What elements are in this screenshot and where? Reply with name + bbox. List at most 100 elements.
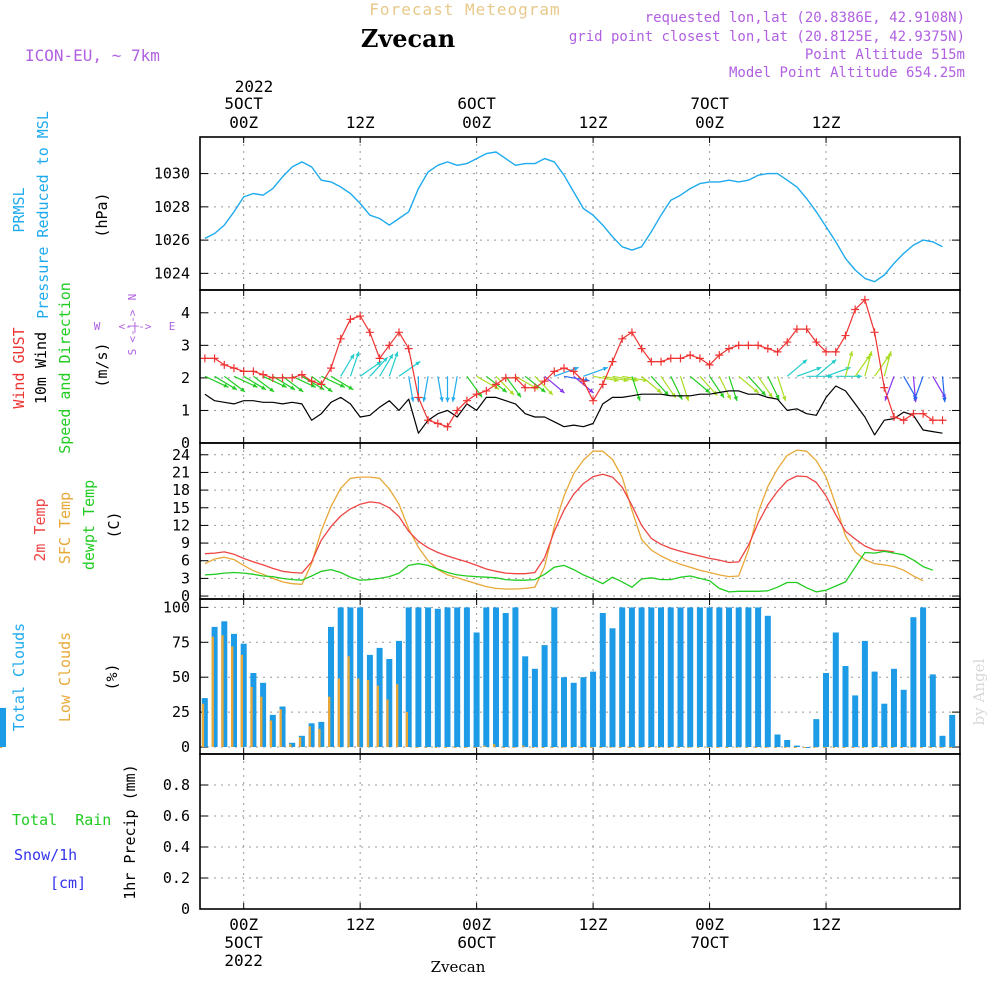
gust-marker — [229, 364, 238, 373]
gust-marker — [404, 344, 413, 353]
low-cloud-bar — [628, 747, 632, 748]
total-cloud-bar — [813, 719, 820, 747]
gust-marker — [792, 325, 801, 334]
low-cloud-bar — [318, 728, 321, 748]
low-cloud-bar — [658, 747, 661, 748]
wind-arrow-head — [445, 397, 450, 403]
temp-dew-label: dewpt Temp — [80, 480, 98, 570]
cloud-total-label: Total Clouds — [10, 623, 28, 731]
wind-arrow-head — [382, 357, 388, 362]
total-cloud-bar — [745, 607, 752, 747]
total-cloud-bar — [0, 707, 6, 747]
bottom-hour-label: 12Z — [346, 915, 375, 934]
low-cloud-bar — [696, 747, 700, 748]
low-cloud-bar — [900, 747, 903, 748]
total-cloud-bar — [881, 703, 888, 747]
gust-marker — [288, 373, 297, 382]
sfc-temp-line — [204, 449, 924, 590]
wind-gust-label: Wind GUST — [10, 327, 28, 408]
low-cloud-bar — [405, 712, 408, 747]
low-cloud-bar — [463, 747, 467, 748]
dewpoint-line — [204, 550, 934, 593]
total-cloud-bar — [337, 607, 344, 747]
total-cloud-bar — [658, 607, 664, 747]
low-cloud-bar — [561, 747, 564, 748]
gust-marker — [783, 338, 792, 347]
location-title: Zvecan — [361, 24, 455, 53]
wind-arrow-head — [726, 394, 731, 400]
low-cloud-bar — [793, 747, 797, 748]
gust-marker — [919, 409, 928, 418]
wind-arrow-head — [913, 395, 918, 401]
total-cloud-bar — [444, 607, 451, 747]
gust-marker — [385, 341, 394, 350]
bottom-hour-label: 00Z — [229, 915, 258, 934]
bottom-hour-label: 00Z — [462, 915, 491, 934]
wind-10m-label: 10m Wind — [32, 332, 50, 404]
precip-axis-label: 1hr Precip (mm) — [121, 764, 139, 899]
wind-arrow-head — [415, 361, 421, 366]
pressure-unit: (hPa) — [93, 192, 111, 237]
wind-arrow-head — [394, 351, 399, 357]
low-cloud-bar — [260, 696, 263, 747]
clouds-panel: 0 25 50 75 100 — [0, 598, 961, 756]
low-cloud-bar — [881, 747, 884, 748]
total-cloud-bar — [211, 626, 218, 747]
low-cloud-bar — [832, 747, 836, 748]
wind-arrow-head — [348, 385, 354, 390]
wind-arrow-head — [290, 385, 296, 390]
cloud-low-label: Low Clouds — [56, 632, 74, 722]
precip-panel: 0 0.2 0.4 0.6 0.8 — [163, 753, 961, 918]
low-cloud-bar — [648, 747, 651, 748]
wind-arrow-head — [802, 359, 808, 365]
low-cloud-bar — [764, 747, 768, 748]
model-altitude: Model Point Altitude 654.25m — [729, 65, 965, 81]
gust-marker — [443, 422, 452, 431]
total-cloud-bar — [415, 607, 422, 747]
gust-marker — [559, 364, 568, 373]
total-cloud-bar — [920, 607, 927, 747]
gust-marker — [501, 373, 510, 382]
wind-arrow-head — [868, 351, 873, 357]
low-cloud-bar — [434, 747, 438, 748]
gust-marker — [666, 354, 675, 363]
low-cloud-bar — [735, 747, 738, 748]
gust-marker — [812, 338, 821, 347]
bottom-hour-label: 12Z — [812, 915, 841, 934]
wind-arrow-head — [559, 388, 565, 393]
gust-marker — [346, 315, 355, 324]
low-cloud-bar — [667, 747, 670, 748]
y-tick-label: 3 — [181, 336, 190, 354]
total-cloud-bar — [677, 607, 684, 747]
total-cloud-bar — [939, 735, 946, 747]
total-cloud-bar — [201, 698, 208, 747]
low-cloud-bar — [308, 726, 311, 747]
gust-marker — [462, 396, 471, 405]
total-cloud-bar — [726, 607, 732, 747]
precip-snow-label: Snow/1h — [14, 846, 77, 864]
low-cloud-bar — [687, 747, 690, 748]
low-cloud-bar — [512, 747, 515, 748]
y-tick-label: 0.2 — [163, 869, 190, 887]
model-label: ICON-EU, ~ 7km — [25, 46, 160, 65]
gust-marker — [589, 396, 598, 405]
total-cloud-bar — [706, 607, 713, 747]
wind-arrow-head — [261, 385, 266, 390]
low-cloud-bar — [328, 696, 331, 747]
total-cloud-bar — [735, 607, 742, 747]
wind-arrow-head — [501, 387, 507, 393]
gust-marker — [239, 367, 248, 376]
total-cloud-bar — [929, 674, 936, 747]
total-cloud-bar — [279, 706, 286, 747]
gust-marker — [773, 347, 782, 356]
gridpoint-coords: grid point closest lon,lat (20.8125E, 42… — [569, 29, 965, 45]
total-cloud-bar — [861, 640, 868, 747]
wind-arrow-head — [298, 387, 304, 392]
total-cloud-bar — [366, 654, 373, 748]
low-cloud-bar — [852, 747, 855, 748]
wind-dir-label: Speed and Direction — [56, 282, 74, 454]
low-cloud-bar — [803, 747, 806, 748]
total-cloud-bar — [871, 671, 878, 747]
wind-arrow-head — [327, 387, 333, 392]
